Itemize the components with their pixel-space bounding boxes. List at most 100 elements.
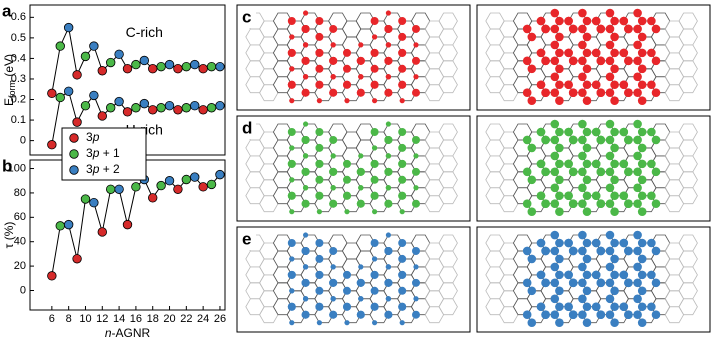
data-point: [198, 182, 208, 192]
atom-weight: [343, 80, 351, 89]
atom-weight: [637, 191, 647, 201]
atom-weight: [289, 34, 295, 40]
atom-weight: [647, 127, 656, 137]
lattice-panel: [476, 226, 711, 333]
atom-weight: [555, 32, 564, 42]
atom-weight: [536, 270, 546, 280]
atom-weight: [356, 310, 365, 319]
atom-weight: [329, 310, 338, 319]
atom-weight: [605, 278, 615, 288]
data-point: [156, 61, 166, 72]
atom-weight: [384, 310, 393, 319]
atom-weight: [568, 24, 578, 34]
atom-weight: [372, 98, 378, 104]
data-point: [156, 180, 166, 191]
label-bg: [240, 230, 256, 250]
atom-weight: [356, 56, 365, 65]
y-tick-label: 80: [14, 187, 26, 199]
atom-weight: [370, 48, 379, 57]
atom-weight: [413, 42, 419, 48]
atom-weight: [330, 185, 336, 191]
atom-weight: [582, 143, 592, 153]
data-point: [72, 254, 82, 264]
atom-weight: [356, 167, 365, 176]
atom-weight: [619, 270, 629, 280]
atom-weight: [303, 232, 309, 238]
atom-weight: [385, 264, 391, 270]
atom-weight: [633, 24, 642, 34]
atom-weight: [370, 159, 379, 168]
atom-weight: [541, 246, 550, 256]
atom-weight: [619, 159, 629, 169]
atom-weight: [596, 56, 606, 66]
atom-weight: [610, 302, 619, 312]
atom-weight: [399, 145, 405, 151]
atom-weight: [564, 159, 573, 169]
atom-weight: [624, 56, 633, 66]
atom-weight: [370, 17, 379, 25]
atom-weight: [591, 159, 601, 169]
atom-weight: [596, 167, 606, 177]
data-point: [156, 103, 166, 113]
atom-weight: [527, 318, 537, 327]
atom-weight: [564, 16, 573, 26]
atom-weight: [303, 121, 309, 127]
hexagon: [678, 187, 698, 205]
atom-weight: [633, 167, 642, 177]
data-point: [114, 184, 124, 194]
atom-weight: [536, 238, 546, 248]
atom-weight: [633, 183, 642, 193]
y-axis-label: τ (%): [2, 222, 16, 249]
atom-weight: [550, 40, 560, 50]
atom-weight: [619, 127, 629, 137]
atom-weight: [619, 238, 629, 248]
atom-weight: [591, 270, 601, 280]
atom-weight: [372, 288, 378, 294]
atom-weight: [303, 42, 309, 48]
atom-weight: [315, 270, 324, 279]
atom-weight: [619, 80, 629, 90]
data-point: [164, 176, 175, 186]
atom-weight: [605, 8, 615, 18]
atom-weight: [550, 72, 560, 82]
hexagon: [678, 298, 698, 316]
atom-weight: [605, 151, 615, 161]
atom-weight: [578, 88, 587, 98]
atom-weight: [637, 96, 647, 105]
atom-weight: [637, 127, 647, 137]
atom-weight: [413, 264, 419, 270]
series-label: C-rich: [126, 24, 163, 40]
atom-weight: [637, 318, 647, 327]
atom-weight: [398, 48, 407, 57]
data-point: [72, 117, 82, 127]
atom-weight: [536, 191, 546, 201]
atom-weight: [527, 64, 537, 74]
atom-weight: [610, 127, 619, 137]
atom-weight: [633, 230, 642, 240]
panel-label: a: [2, 1, 12, 20]
y-tick-label: 0.3: [11, 73, 26, 85]
atom-weight: [605, 167, 615, 177]
atom-weight: [412, 278, 420, 287]
atom-weight: [624, 199, 633, 209]
atom-weight: [550, 183, 560, 193]
atom-weight: [550, 246, 560, 256]
atom-weight: [633, 151, 642, 161]
atom-weight: [315, 159, 324, 168]
atom-weight: [582, 254, 592, 264]
atom-weight: [633, 294, 642, 304]
atom-weight: [564, 48, 573, 58]
lattice-panel: [476, 4, 711, 111]
atom-weight: [605, 56, 615, 66]
atom-weight: [536, 16, 546, 26]
atom-weight: [550, 151, 560, 161]
atom-weight: [578, 262, 587, 272]
panel-label: b: [2, 156, 12, 175]
y-tick-label: 100: [8, 162, 26, 174]
x-tick-label: 16: [130, 313, 142, 325]
atom-weight: [633, 8, 642, 18]
atom-weight: [370, 239, 379, 247]
atom-weight: [536, 302, 546, 312]
atom-weight: [527, 143, 537, 153]
atom-weight: [555, 286, 564, 296]
